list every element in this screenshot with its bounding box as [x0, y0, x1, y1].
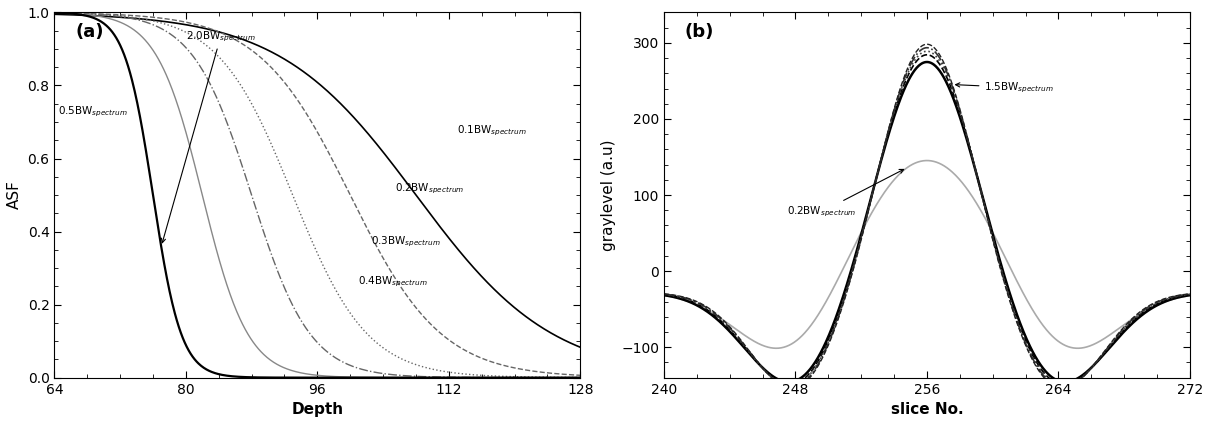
Y-axis label: graylevel (a.u): graylevel (a.u): [600, 139, 616, 251]
Text: 1.5BW$_{spectrum}$: 1.5BW$_{spectrum}$: [956, 81, 1054, 95]
Text: (a): (a): [75, 23, 104, 42]
Text: 0.4BW$_{spectrum}$: 0.4BW$_{spectrum}$: [358, 275, 428, 289]
X-axis label: Depth: Depth: [292, 402, 344, 417]
Text: 0.2BW$_{spectrum}$: 0.2BW$_{spectrum}$: [396, 182, 465, 196]
X-axis label: slice No.: slice No.: [891, 402, 963, 417]
Text: (b): (b): [685, 23, 714, 42]
Text: 0.3BW$_{spectrum}$: 0.3BW$_{spectrum}$: [370, 235, 440, 249]
Text: 2.0BW$_{spectrum}$: 2.0BW$_{spectrum}$: [161, 29, 255, 243]
Text: 0.5BW$_{spectrum}$: 0.5BW$_{spectrum}$: [58, 105, 128, 120]
Text: 0.1BW$_{spectrum}$: 0.1BW$_{spectrum}$: [457, 123, 526, 138]
Y-axis label: ASF: ASF: [7, 181, 22, 209]
Text: 0.2BW$_{spectrum}$: 0.2BW$_{spectrum}$: [788, 170, 904, 219]
